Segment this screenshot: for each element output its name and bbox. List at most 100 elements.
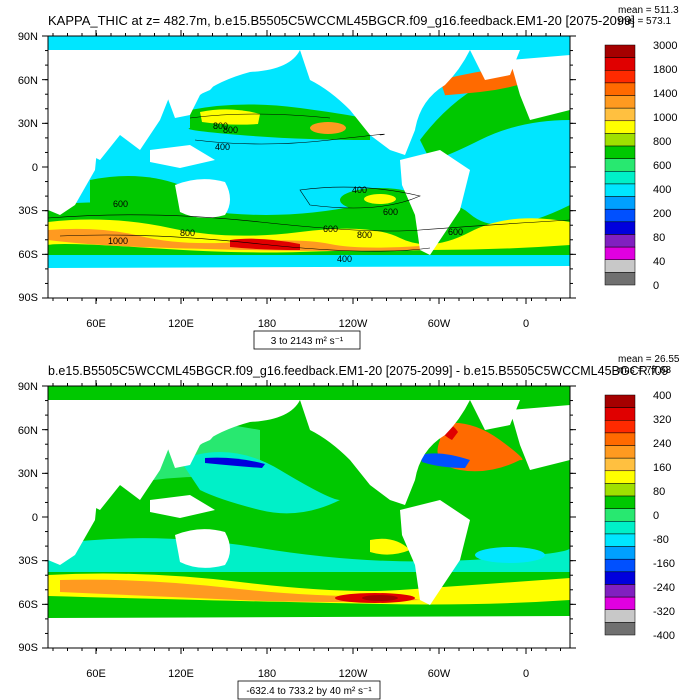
north-pacific-core [200, 109, 260, 125]
colorbar-swatch [604, 158, 636, 172]
colorbar-swatch [604, 44, 636, 58]
land-north-america [300, 50, 470, 155]
diff-kuroshio-blue [205, 457, 265, 468]
land-greenland [470, 400, 520, 430]
colorbar-label: -320 [653, 606, 675, 618]
southern-ocean-band-orange [48, 228, 430, 251]
colorbar-swatch [604, 432, 636, 446]
y-tick-label: 60N [18, 75, 38, 87]
contour-label: 600 [383, 207, 398, 217]
colorbar-label: 240 [653, 438, 671, 450]
contour-label: 600 [113, 199, 128, 209]
contour-line-400-south [299, 186, 421, 209]
colorbar-swatch [604, 470, 636, 484]
panel-1-contour-labels: 800 800 400 600 400 600 1000 800 600 800… [108, 121, 463, 264]
panel-1-colorbar [604, 44, 636, 286]
y-tick-label: 90N [18, 381, 38, 393]
y-tick-label: 30S [18, 555, 38, 567]
colorbar-label: 1000 [653, 112, 677, 124]
colorbar-swatch [604, 145, 636, 159]
land-north-america [300, 400, 470, 505]
x-tick-label: 0 [523, 318, 529, 330]
x-tick-label: 0 [523, 668, 529, 680]
colorbar-swatch [604, 407, 636, 421]
panel-2-colorbar [604, 394, 636, 636]
colorbar-swatch [604, 508, 636, 522]
contour-label: 600 [323, 224, 338, 234]
colorbar-label: 200 [653, 208, 671, 220]
panel-1-x-axis: 60E 120E 180 120W 60W 0 [86, 318, 529, 330]
colorbar-swatch [604, 183, 636, 197]
colorbar-label: 320 [653, 414, 671, 426]
panel-1-rms: rms = 573.1 [618, 16, 672, 27]
x-tick-label: 180 [258, 668, 276, 680]
colorbar-swatch [604, 95, 636, 109]
contour-label: 400 [352, 185, 367, 195]
south-pacific-core [364, 194, 396, 204]
diff-southern-core [362, 595, 398, 601]
x-tick-label: 60E [86, 668, 106, 680]
y-tick-label: 0 [32, 512, 38, 524]
colorbar-swatch [604, 609, 636, 623]
contour-label: 400 [337, 254, 352, 264]
panel-1-contours [48, 113, 570, 252]
panel-2: b.e15.B5505C5WCCML45BGCR.f09_g16.feedbac… [18, 354, 680, 700]
colorbar-label: -160 [653, 558, 675, 570]
colorbar-label: -240 [653, 582, 675, 594]
land-asia-east [150, 400, 300, 468]
panel-1-y-axis: 90N 60N 30N 0 30S 60S 90S [18, 31, 38, 304]
contour-label: 600 [448, 227, 463, 237]
contour-line-1000 [59, 234, 431, 252]
colorbar-label: -80 [653, 534, 669, 546]
colorbar-label: 1400 [653, 88, 677, 100]
x-tick-label: 60E [86, 318, 106, 330]
colorbar-swatch [604, 171, 636, 185]
panel-2-rms: rms = 77.63 [618, 365, 672, 376]
colorbar-swatch [604, 584, 636, 598]
colorbar-swatch [604, 546, 636, 560]
colorbar-swatch [604, 246, 636, 260]
indian-ocean-field [90, 176, 180, 211]
panel-1-range-label: 3 to 2143 m² s⁻¹ [271, 336, 344, 347]
y-tick-label: 0 [32, 162, 38, 174]
colorbar-label: 400 [653, 390, 671, 402]
panel-2-ticks [42, 380, 576, 654]
y-tick-label: 60S [18, 599, 38, 611]
colorbar-label: 3000 [653, 40, 677, 52]
land-asia-east [150, 50, 300, 118]
colorbar-swatch [604, 107, 636, 122]
land-indonesia [150, 145, 215, 168]
north-pacific-hotspot [310, 122, 346, 134]
panel-2-colorbar-labels: 400 320 240 160 80 0 -80 -160 -240 -320 -400 [653, 390, 675, 642]
land-europe [510, 55, 570, 120]
colorbar-swatch [604, 457, 636, 472]
x-tick-label: 120W [339, 318, 368, 330]
diff-cyan-pacific [180, 452, 340, 514]
colorbar-swatch [604, 483, 636, 497]
land-europe [510, 405, 570, 470]
diff-south-pacific-yellow [370, 538, 410, 555]
contour-label: 800 [213, 121, 228, 131]
contour-line-400 [194, 133, 385, 145]
y-tick-label: 30S [18, 205, 38, 217]
land-africa [48, 95, 100, 215]
colorbar-swatch [604, 208, 636, 223]
colorbar-swatch [604, 622, 636, 636]
contour-label: 400 [215, 142, 230, 152]
land-indonesia [150, 495, 215, 518]
x-tick-label: 120E [168, 668, 194, 680]
y-tick-label: 30N [18, 468, 38, 480]
land-greenland [470, 50, 520, 80]
x-tick-label: 60W [428, 668, 451, 680]
colorbar-swatch [604, 272, 636, 286]
panel-1-range-box [253, 330, 361, 350]
colorbar-swatch [604, 82, 636, 96]
panel-1-land [48, 50, 570, 298]
colorbar-swatch [604, 234, 636, 248]
panel-2-title: b.e15.B5505C5WCCML45BGCR.f09_g16.feedbac… [48, 364, 669, 378]
panel-1-ticks [42, 30, 576, 304]
colorbar-label: 400 [653, 184, 671, 196]
colorbar-swatch [604, 445, 636, 459]
colorbar-swatch [604, 259, 636, 273]
panel-2-mean: mean = 26.55 [618, 354, 680, 365]
